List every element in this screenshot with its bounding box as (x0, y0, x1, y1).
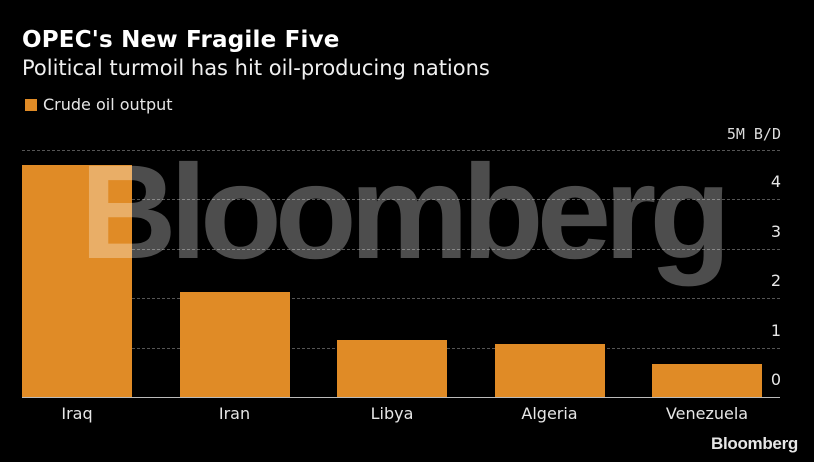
bar-iran (179, 291, 290, 397)
bar-libya (337, 340, 447, 397)
gridline (22, 199, 780, 201)
legend-label: Crude oil output (43, 95, 173, 114)
y-tick-label: 3 (770, 221, 781, 241)
x-tick-label: Iran (218, 404, 251, 423)
legend-swatch (25, 98, 37, 111)
x-tick-label: Algeria (521, 404, 578, 423)
gridline (22, 298, 780, 300)
x-tick-label: Venezuela (665, 404, 749, 423)
gridline (22, 248, 780, 250)
x-tick-label: Libya (370, 404, 414, 423)
y-axis-unit: 5M B/D (726, 125, 781, 143)
plot-area (22, 150, 780, 398)
x-axis-baseline (22, 397, 780, 398)
bar-iraq (22, 164, 132, 397)
y-tick-label: 1 (770, 320, 781, 340)
y-tick-label: 4 (770, 172, 781, 192)
gridline (22, 150, 780, 151)
chart-title: OPEC's New Fragile Five (22, 27, 340, 53)
legend: Crude oil output (25, 95, 173, 114)
y-tick-label: 2 (770, 271, 781, 291)
chart-subtitle: Political turmoil has hit oil-producing … (22, 56, 490, 80)
x-tick-label: Iraq (61, 404, 93, 423)
bar-venezuela (652, 363, 762, 397)
bloomberg-logo: Bloomberg (710, 434, 798, 453)
y-tick-label: 0 (770, 370, 781, 389)
bar-algeria (494, 344, 605, 397)
